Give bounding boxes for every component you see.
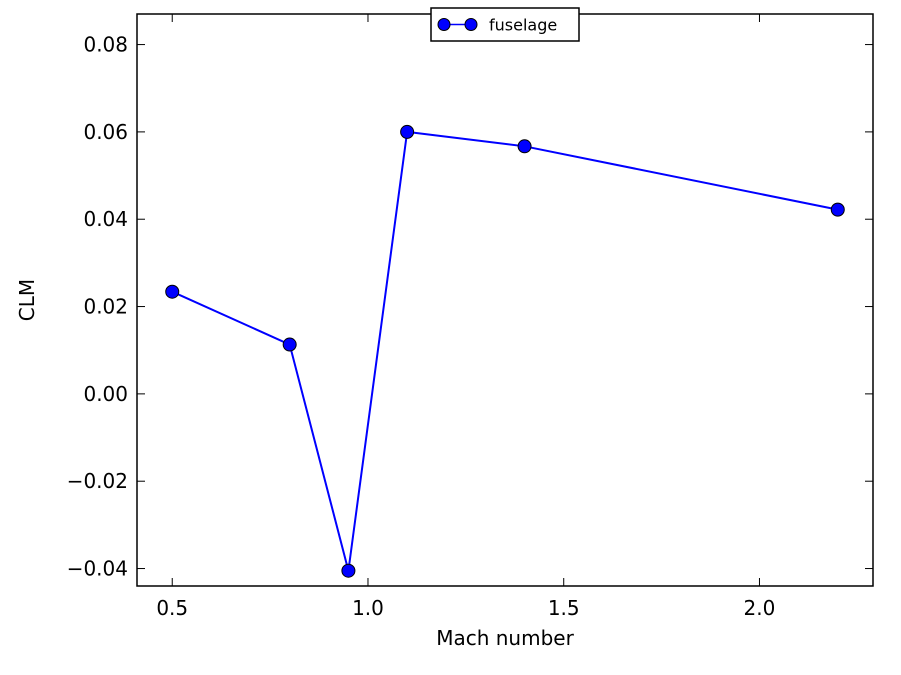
y-tick-label: −0.02 <box>67 469 128 493</box>
y-tick-label: 0.02 <box>83 295 128 319</box>
x-tick-label: 1.5 <box>548 596 580 620</box>
y-tick-label: 0.06 <box>83 120 128 144</box>
data-point <box>282 337 297 352</box>
x-axis-label: Mach number <box>436 626 574 650</box>
y-tick-labels: −0.04 −0.02 0.00 0.02 0.04 0.06 0.08 <box>67 33 128 581</box>
data-point <box>517 139 532 154</box>
plot-series <box>165 124 845 578</box>
legend-box <box>430 7 580 42</box>
data-point <box>830 202 845 217</box>
legend-label: fuselage <box>489 16 557 35</box>
axis-ticks <box>137 14 873 586</box>
x-tick-labels: 0.5 1.0 1.5 2.0 <box>156 596 775 620</box>
data-point <box>165 284 180 299</box>
series-line-fuselage <box>171 130 838 571</box>
legend-marker <box>437 18 451 31</box>
x-tick-label: 0.5 <box>156 596 188 620</box>
data-point <box>341 563 356 578</box>
legend: fuselage <box>430 7 580 42</box>
legend-marker <box>464 18 478 31</box>
y-tick-label: −0.04 <box>67 557 128 581</box>
y-axis-label: CLM <box>15 279 39 321</box>
y-tick-label: 0.04 <box>83 207 128 231</box>
data-point <box>400 124 415 139</box>
y-tick-label: 0.08 <box>83 33 128 57</box>
y-tick-label: 0.00 <box>83 382 128 406</box>
x-tick-label: 1.0 <box>352 596 384 620</box>
x-tick-label: 2.0 <box>744 596 776 620</box>
